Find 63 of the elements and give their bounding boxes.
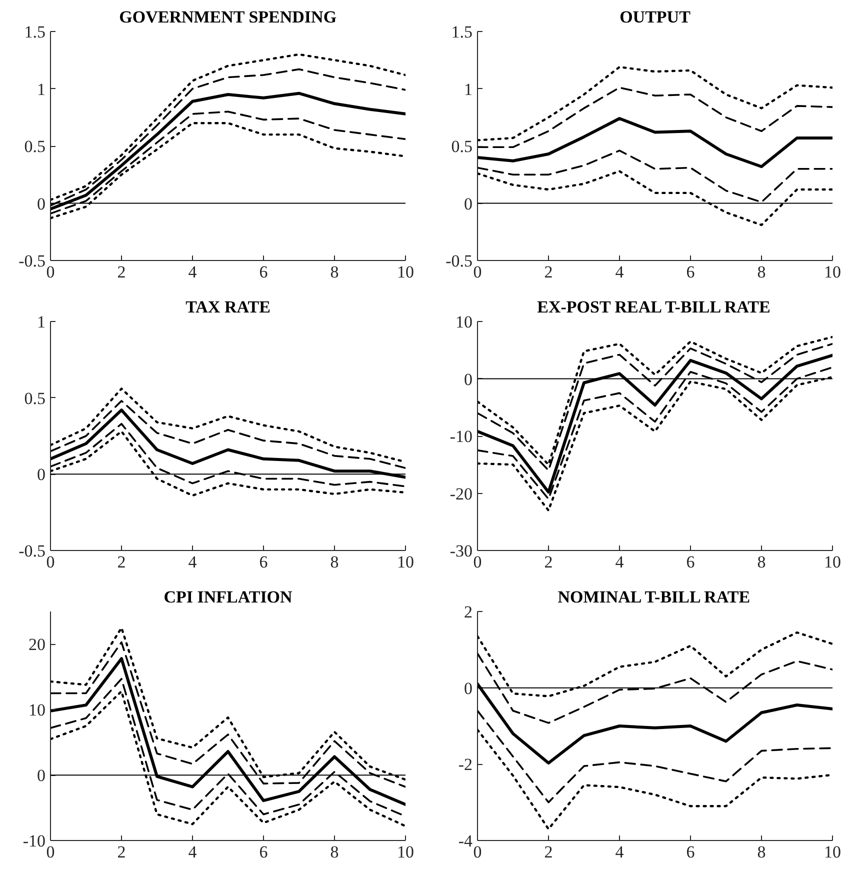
y-tick-label: 1 xyxy=(37,80,46,99)
y-tick-label: 0.5 xyxy=(24,388,46,408)
x-tick-label: 2 xyxy=(117,842,126,862)
x-tick-label: 2 xyxy=(117,262,126,282)
x-tick-label: 10 xyxy=(824,842,841,862)
chart-title: EX-POST REAL T-BILL RATE xyxy=(537,298,770,316)
x-tick-label: 10 xyxy=(397,262,414,282)
x-tick-label: 2 xyxy=(544,552,553,572)
x-tick-label: 6 xyxy=(686,262,695,282)
x-tick-label: 4 xyxy=(188,552,198,572)
y-tick-label: -0.5 xyxy=(18,252,46,270)
y-tick-label: 1 xyxy=(37,312,46,332)
x-tick-label: 8 xyxy=(757,552,766,572)
y-tick-label: 0 xyxy=(464,678,472,698)
y-tick-label: 10 xyxy=(456,312,472,332)
y-tick-label: 0.5 xyxy=(451,137,472,156)
y-tick-label: 1 xyxy=(464,80,472,99)
x-tick-label: 10 xyxy=(824,262,841,282)
x-tick-label: 8 xyxy=(330,262,339,282)
x-tick-label: 10 xyxy=(397,552,414,572)
x-tick-label: 4 xyxy=(615,842,624,862)
y-tick-label: -20 xyxy=(450,484,473,504)
chart-title: CPI INFLATION xyxy=(164,588,294,606)
x-tick-label: 4 xyxy=(615,262,624,282)
chart-title: TAX RATE xyxy=(186,298,270,316)
y-tick-label: 0 xyxy=(464,194,472,214)
y-tick-label: -10 xyxy=(22,832,46,850)
y-tick-label: 0 xyxy=(464,370,472,389)
chart-title: OUTPUT xyxy=(620,8,692,26)
x-tick-label: 2 xyxy=(544,262,553,282)
x-tick-label: 8 xyxy=(757,842,766,862)
x-tick-label: 2 xyxy=(544,842,553,862)
y-tick-label: 2 xyxy=(464,602,472,622)
x-tick-label: 4 xyxy=(188,262,198,282)
chart-title: NOMINAL T-BILL RATE xyxy=(558,588,750,606)
x-tick-label: 8 xyxy=(330,552,339,572)
x-tick-label: 10 xyxy=(397,842,414,862)
y-tick-label: -2 xyxy=(458,755,473,774)
y-tick-label: 10 xyxy=(28,700,46,720)
y-tick-label: 1.5 xyxy=(24,22,46,42)
y-tick-label: 1.5 xyxy=(451,22,472,42)
x-tick-label: 8 xyxy=(330,842,339,862)
y-tick-label: -0.5 xyxy=(446,252,473,270)
y-tick-label: 0 xyxy=(37,194,46,214)
x-tick-label: 8 xyxy=(757,262,766,282)
y-tick-label: -10 xyxy=(450,427,473,446)
x-tick-label: 4 xyxy=(615,552,624,572)
x-tick-label: 4 xyxy=(188,842,198,862)
x-tick-label: 6 xyxy=(259,552,268,572)
y-tick-label: 0 xyxy=(37,465,46,484)
y-tick-label: 0.5 xyxy=(24,137,46,156)
x-tick-label: 6 xyxy=(259,262,268,282)
x-tick-label: 6 xyxy=(259,842,268,862)
x-tick-label: 10 xyxy=(824,552,841,572)
y-tick-label: -0.5 xyxy=(18,542,46,560)
y-tick-label: 0 xyxy=(37,766,46,786)
x-tick-label: 2 xyxy=(117,552,126,572)
chart-title: GOVERNMENT SPENDING xyxy=(119,8,337,26)
y-tick-label: -4 xyxy=(458,832,473,850)
y-tick-label: -30 xyxy=(450,542,473,560)
x-tick-label: 6 xyxy=(686,552,695,572)
x-tick-label: 6 xyxy=(686,842,695,862)
y-tick-label: 20 xyxy=(28,635,46,654)
